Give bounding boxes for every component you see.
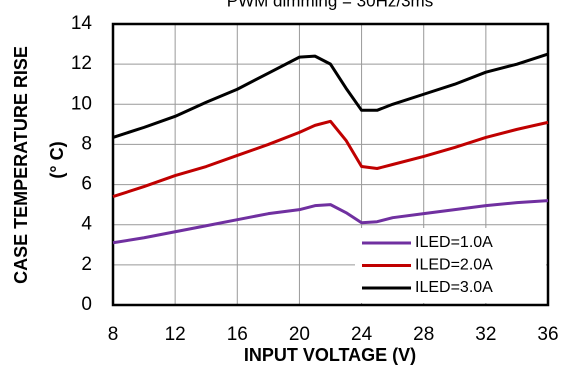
plot-frame [111,22,550,307]
x-tick-label: 32 [475,324,496,345]
y-axis-unit: (° C) [47,141,67,178]
y-tick-label: 14 [71,13,93,34]
x-tick-label: 16 [227,324,248,345]
x-tick-label: 36 [537,324,558,345]
legend-label: ILED=3.0A [415,279,493,296]
x-tick-label: 20 [289,324,310,345]
series-line [112,199,549,245]
y-tick-label: 8 [81,133,92,154]
x-axis-title: INPUT VOLTAGE (V) [244,345,416,365]
series-line [112,119,549,199]
legend-label: ILED=1.0A [415,234,493,251]
y-tick-label: 6 [81,174,92,195]
x-tick-label: 28 [413,324,434,345]
y-tick-label: 2 [81,254,92,275]
y-axis-title: CASE TEMPERATURE RISE [11,46,31,284]
legend-label: ILED=2.0A [415,257,493,274]
y-tick-label: 4 [81,214,92,235]
x-tick-label: 24 [351,324,373,345]
chart-title: PWM dimming = 30Hz/3ms [227,0,433,10]
x-tick-label: 12 [165,324,186,345]
series-line [112,52,549,139]
y-tick-label: 10 [71,93,92,114]
x-tick-label: 8 [108,324,119,345]
y-tick-label: 12 [71,53,92,74]
y-tick-label: 0 [81,294,92,315]
